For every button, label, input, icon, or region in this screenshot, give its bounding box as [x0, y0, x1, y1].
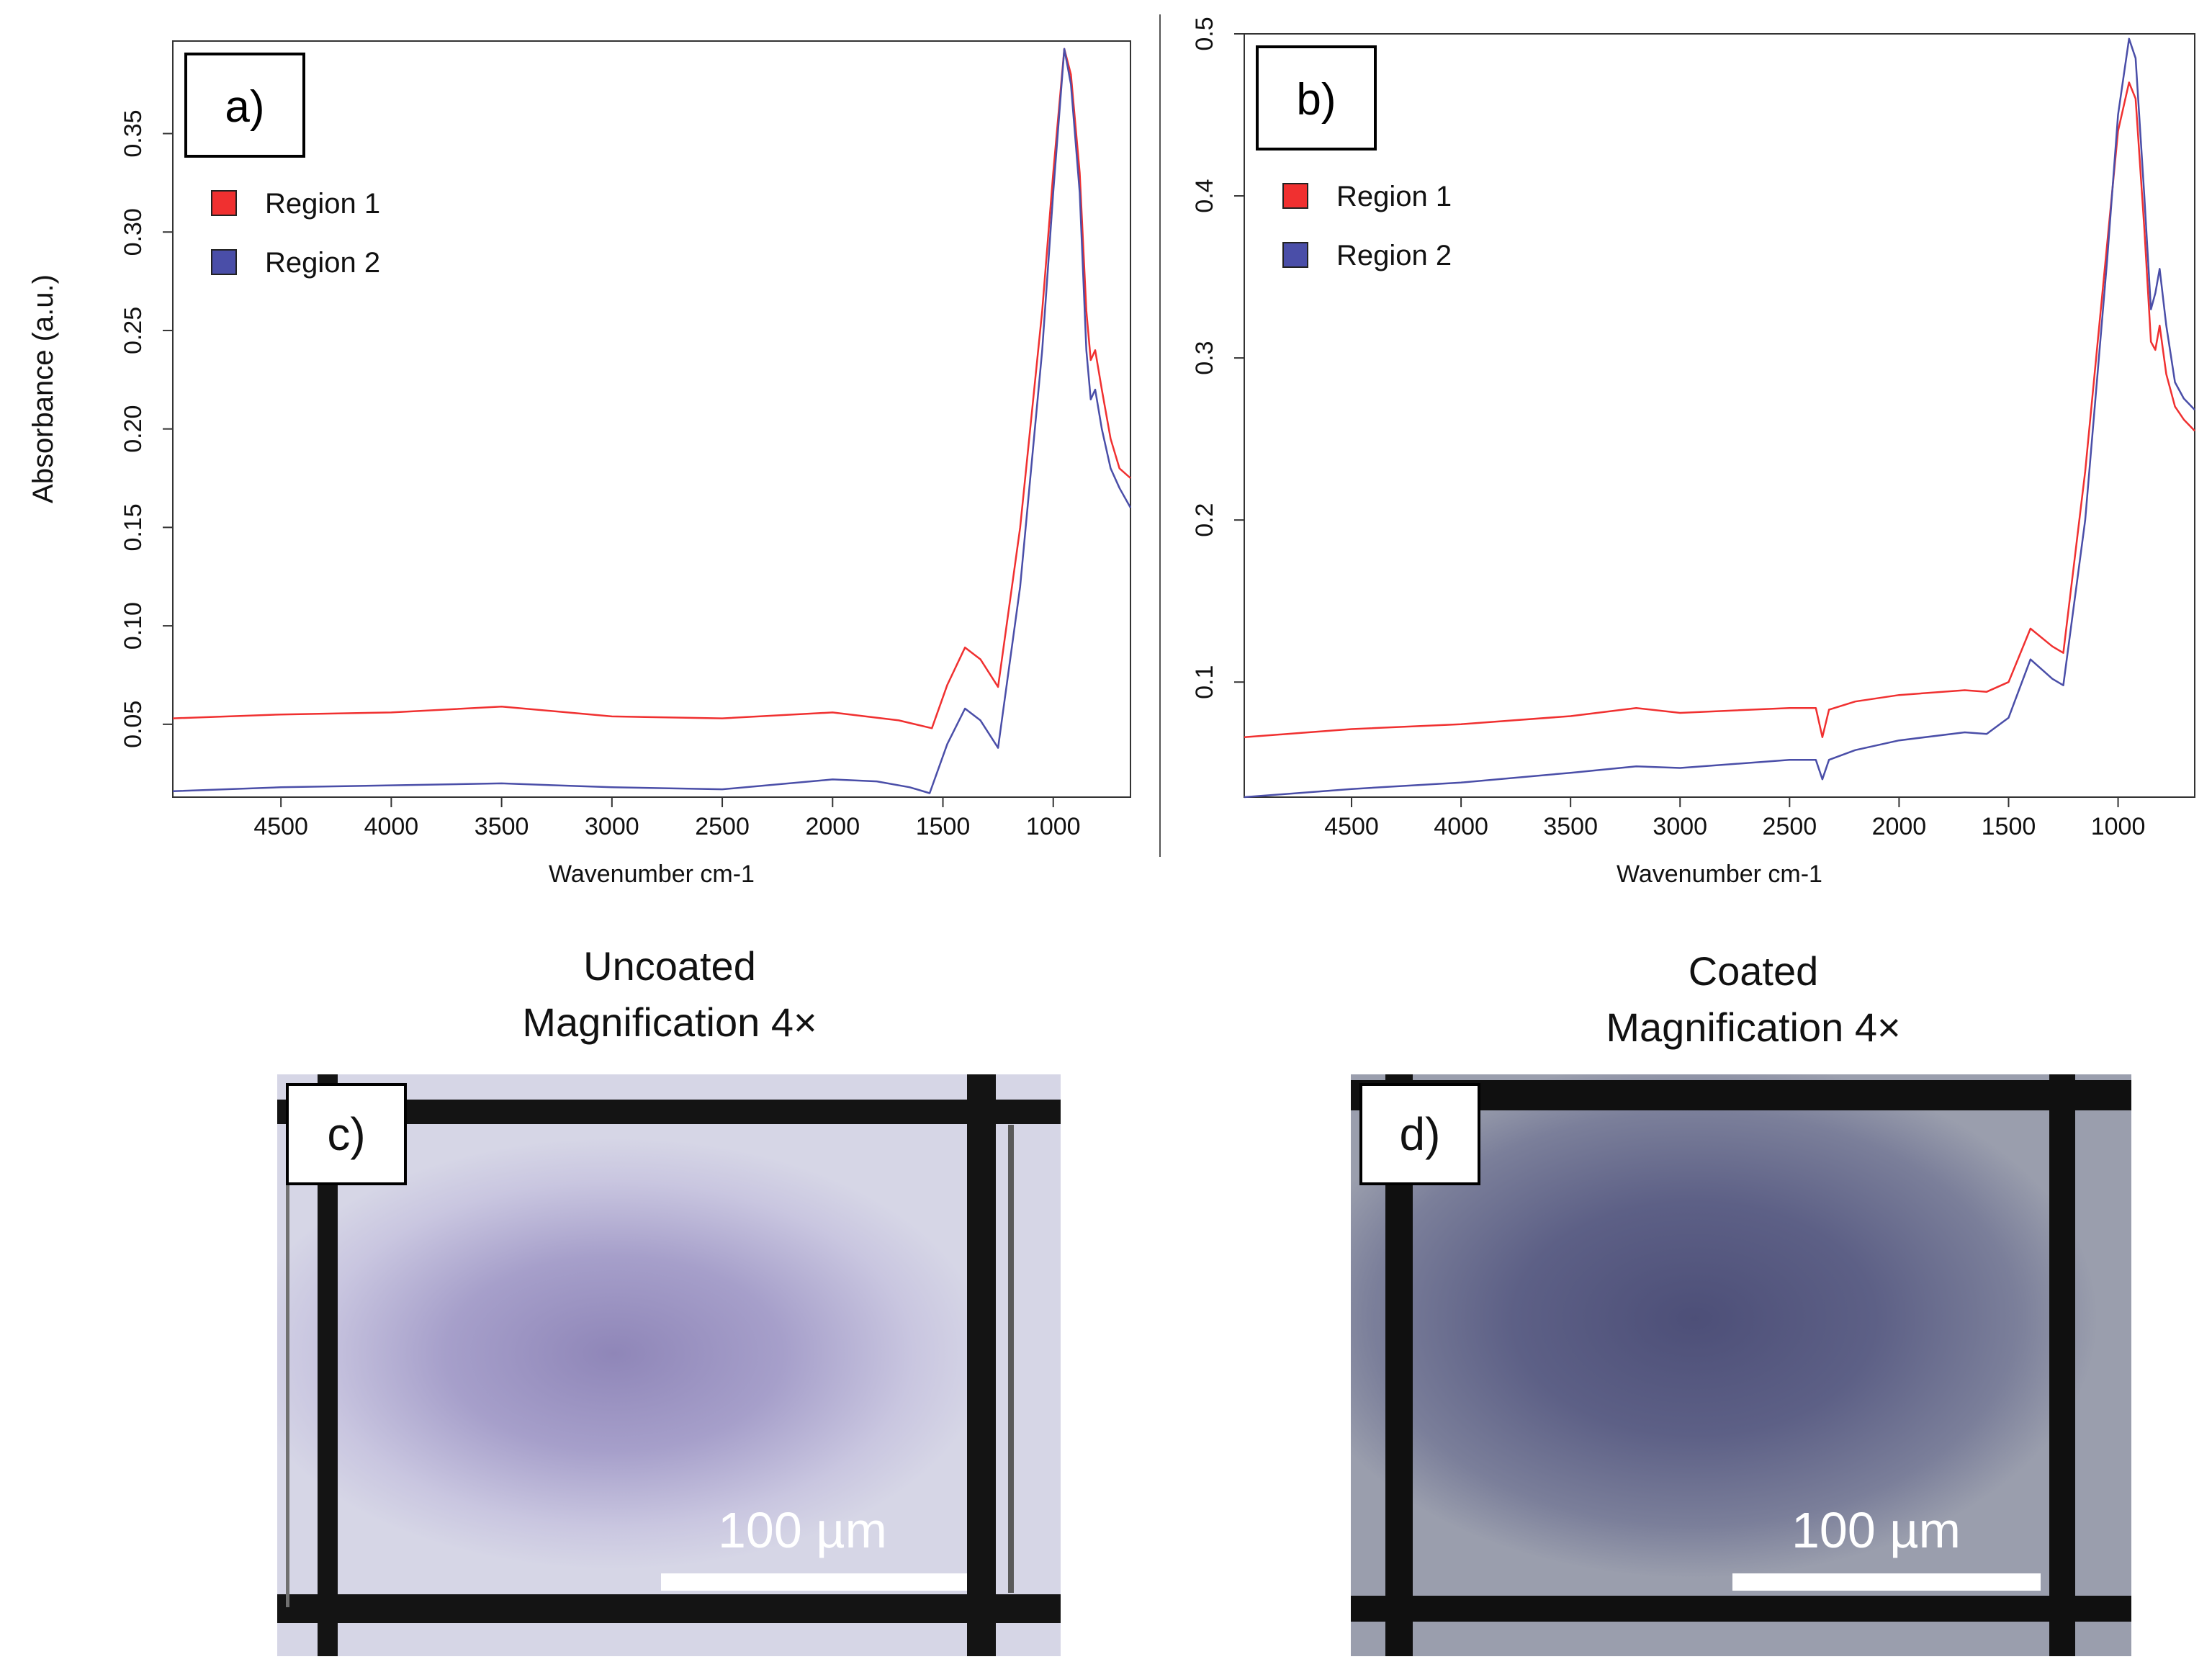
plot-frame	[1244, 33, 2195, 798]
panel-divider	[1159, 14, 1161, 857]
y-tick-label: 0.1	[1191, 665, 1218, 699]
grid-bar-top	[1351, 1080, 2131, 1110]
x-tick-label: 4000	[364, 813, 419, 840]
series-line-region-1	[172, 48, 1131, 729]
x-axis-label: Wavenumber cm-1	[549, 861, 755, 888]
x-tick-label: 3000	[1653, 813, 1707, 840]
x-tick-label: 3000	[585, 813, 639, 840]
series-line-region-1	[1244, 81, 2195, 738]
scale-bar-d	[1732, 1573, 2041, 1591]
y-tick-label: 0.2	[1191, 503, 1218, 537]
legend-swatch	[1282, 183, 1308, 209]
x-tick-label: 2500	[1763, 813, 1817, 840]
legend-swatch	[211, 190, 237, 216]
x-tick-label: 3500	[475, 813, 529, 840]
y-tick-label: 0.30	[120, 208, 147, 256]
grid-bar-top	[277, 1100, 1061, 1124]
x-tick-label: 4500	[253, 813, 308, 840]
panel-label-box	[184, 53, 305, 158]
caption-d-line2: Magnification 4×	[1606, 1005, 1901, 1050]
scale-bar-label-c: 100 µm	[718, 1502, 887, 1558]
grid-bar-right	[2049, 1074, 2075, 1656]
x-tick-label: 4000	[1434, 813, 1488, 840]
y-tick-label: 0.10	[120, 602, 147, 650]
y-tick-label: 0.5	[1191, 17, 1218, 50]
x-tick-label: 1000	[2091, 813, 2146, 840]
series-line-region-2	[1244, 37, 2195, 799]
grid-bar-right	[967, 1074, 996, 1656]
legend-swatch	[1282, 242, 1308, 268]
legend-label: Region 1	[1336, 181, 1452, 212]
micrograph-coated: d) 100 µm	[1351, 1074, 2131, 1656]
legend-label: Region 1	[265, 188, 380, 220]
caption-d-line1: Coated	[1688, 948, 1819, 994]
grid-bar-left-thin	[286, 1118, 289, 1607]
x-tick-label: 1000	[1026, 813, 1081, 840]
plot-frame	[172, 40, 1131, 798]
grid-bar-bottom	[1351, 1596, 2131, 1622]
panel-label-d: d)	[1359, 1083, 1480, 1185]
chart-a: 4500 4000 3500 3000 2500 2000 1500 1000 0.05 0.10…	[120, 40, 1132, 888]
caption-c: Uncoated Magnification 4×	[385, 938, 954, 1051]
panel-label-box	[1256, 45, 1377, 150]
x-tick-label: 3500	[1543, 813, 1598, 840]
grid-bar-right-thin	[1008, 1125, 1014, 1593]
scale-bar-c	[661, 1573, 967, 1591]
caption-c-line1: Uncoated	[583, 943, 756, 989]
legend-label: Region 2	[265, 247, 380, 279]
grid-bar-bottom	[277, 1594, 1061, 1623]
x-tick-label: 1500	[1982, 813, 2036, 840]
y-tick-label: 0.3	[1191, 341, 1218, 374]
scale-bar-label-d: 100 µm	[1791, 1502, 1961, 1558]
x-tick-label: 2000	[1872, 813, 1927, 840]
x-tick-label: 2000	[805, 813, 860, 840]
x-tick-label: 4500	[1324, 813, 1379, 840]
legend-swatch	[211, 249, 237, 275]
y-tick-label: 0.25	[120, 307, 147, 354]
micrograph-uncoated: c) 100 µm	[277, 1074, 1061, 1656]
y-tick-label: 0.20	[120, 405, 147, 453]
y-tick-label: 0.4	[1191, 179, 1218, 212]
series-line-region-2	[172, 48, 1132, 794]
y-tick-label: 0.15	[120, 503, 147, 551]
panel-label: a)	[225, 82, 264, 132]
y-tick-label: 0.05	[120, 701, 147, 748]
caption-c-line2: Magnification 4×	[522, 999, 817, 1045]
panel-label: b)	[1296, 75, 1336, 125]
panel-label-c: c)	[286, 1083, 407, 1185]
y-tick-label: 0.35	[120, 109, 147, 157]
caption-d: Coated Magnification 4×	[1469, 943, 2038, 1056]
legend-label: Region 2	[1336, 240, 1452, 271]
x-tick-label: 1500	[916, 813, 971, 840]
chart-b: 4500 4000 3500 3000 2500 2000 1500 1000 0.1 0.2 0.…	[1191, 17, 2195, 888]
x-axis-label: Wavenumber cm-1	[1617, 861, 1822, 888]
x-tick-label: 2500	[695, 813, 750, 840]
